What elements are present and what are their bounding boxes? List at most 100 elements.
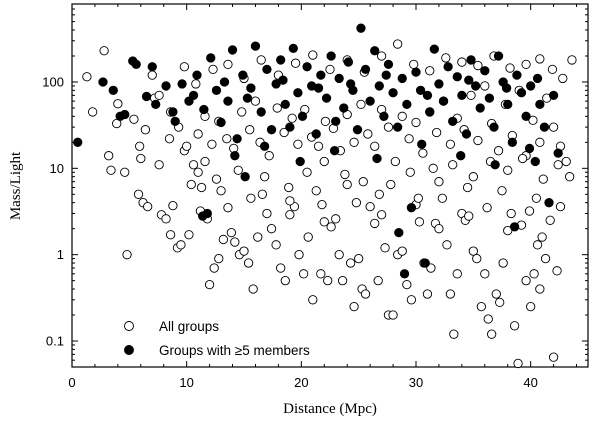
data-point-all-groups bbox=[256, 55, 266, 65]
data-point-all-groups bbox=[351, 198, 362, 208]
data-point-all-groups bbox=[434, 224, 444, 234]
y-tick-label: 10 bbox=[50, 161, 64, 176]
data-point-groups-5-members bbox=[406, 203, 417, 213]
legend-marker-groups-5 bbox=[124, 345, 134, 355]
data-point-all-groups bbox=[445, 139, 456, 149]
data-point-groups-5-members bbox=[360, 64, 371, 75]
data-point-groups-5-members bbox=[535, 99, 545, 110]
data-point-groups-5-members bbox=[429, 44, 439, 54]
data-point-all-groups bbox=[334, 250, 344, 260]
data-point-all-groups bbox=[319, 217, 329, 227]
data-point-groups-5-members bbox=[524, 143, 535, 154]
data-point-groups-5-members bbox=[415, 85, 426, 95]
data-point-all-groups bbox=[290, 58, 301, 68]
data-point-all-groups bbox=[207, 139, 217, 149]
data-point-all-groups bbox=[222, 134, 232, 144]
data-point-all-groups bbox=[140, 125, 151, 135]
data-point-all-groups bbox=[393, 39, 403, 49]
data-point-groups-5-members bbox=[452, 72, 462, 82]
data-point-all-groups bbox=[480, 81, 490, 91]
data-point-all-groups bbox=[349, 137, 359, 147]
data-point-groups-5-members bbox=[334, 73, 344, 84]
data-point-groups-5-members bbox=[539, 122, 550, 132]
data-point-all-groups bbox=[320, 116, 331, 126]
data-point-groups-5-members bbox=[532, 73, 543, 84]
y-axis-title: Mass/Light bbox=[8, 151, 24, 220]
data-point-all-groups bbox=[303, 232, 313, 242]
data-point-all-groups bbox=[179, 62, 190, 72]
data-point-all-groups bbox=[473, 60, 483, 71]
data-point-all-groups bbox=[246, 193, 256, 203]
data-point-all-groups bbox=[164, 134, 175, 144]
data-point-groups-5-members bbox=[484, 93, 495, 103]
data-point-all-groups bbox=[237, 107, 247, 117]
data-point-groups-5-members bbox=[170, 116, 180, 126]
data-point-all-groups bbox=[311, 186, 321, 196]
data-point-groups-5-members bbox=[448, 116, 458, 126]
data-point-groups-5-members bbox=[512, 70, 522, 80]
data-point-all-groups bbox=[552, 266, 562, 276]
data-point-groups-5-members bbox=[242, 93, 253, 103]
data-point-groups-5-members bbox=[339, 103, 349, 113]
data-point-all-groups bbox=[386, 179, 396, 190]
data-point-groups-5-members bbox=[285, 122, 295, 132]
data-point-all-groups bbox=[548, 122, 559, 132]
data-point-groups-5-members bbox=[288, 43, 298, 54]
data-point-groups-5-members bbox=[131, 59, 141, 70]
data-point-groups-5-members bbox=[188, 90, 199, 101]
data-point-groups-5-members bbox=[393, 122, 403, 132]
data-point-all-groups bbox=[565, 172, 575, 182]
data-point-all-groups bbox=[323, 276, 333, 286]
x-tick-label: 30 bbox=[409, 375, 423, 390]
data-point-all-groups bbox=[370, 141, 380, 151]
data-point-groups-5-members bbox=[230, 151, 240, 161]
data-point-all-groups bbox=[521, 276, 531, 286]
data-point-all-groups bbox=[495, 297, 505, 308]
data-point-groups-5-members bbox=[379, 111, 389, 121]
data-point-all-groups bbox=[509, 321, 520, 331]
data-point-groups-5-members bbox=[457, 90, 467, 101]
data-point-all-groups bbox=[239, 246, 249, 256]
data-point-groups-5-members bbox=[246, 83, 256, 93]
data-point-all-groups bbox=[193, 129, 203, 139]
data-point-all-groups bbox=[426, 263, 436, 273]
data-point-all-groups bbox=[122, 250, 132, 260]
data-point-all-groups bbox=[397, 246, 407, 256]
data-point-groups-5-members bbox=[456, 151, 466, 161]
data-point-all-groups bbox=[360, 289, 371, 299]
data-point-all-groups bbox=[561, 156, 571, 167]
data-point-all-groups bbox=[214, 253, 224, 264]
data-point-all-groups bbox=[537, 232, 547, 242]
data-point-groups-5-members bbox=[326, 51, 336, 61]
data-point-all-groups bbox=[106, 165, 116, 175]
data-point-groups-5-members bbox=[278, 75, 288, 85]
data-point-groups-5-members bbox=[365, 96, 375, 106]
data-point-groups-5-members bbox=[417, 139, 427, 149]
data-point-groups-5-members bbox=[399, 269, 410, 279]
data-point-groups-5-members bbox=[192, 70, 202, 80]
data-point-groups-5-members bbox=[262, 64, 272, 75]
data-point-all-groups bbox=[462, 182, 473, 193]
data-point-groups-5-members bbox=[356, 23, 366, 33]
plot-frame bbox=[71, 3, 589, 368]
data-point-all-groups bbox=[422, 289, 433, 299]
data-point-all-groups bbox=[325, 64, 335, 75]
data-point-all-groups bbox=[248, 284, 258, 294]
data-point-all-groups bbox=[302, 167, 312, 177]
data-point-all-groups bbox=[230, 237, 240, 247]
data-point-all-groups bbox=[135, 141, 145, 151]
data-point-all-groups bbox=[376, 210, 387, 220]
data-point-all-groups bbox=[414, 217, 425, 227]
data-point-all-groups bbox=[476, 301, 487, 312]
data-point-all-groups bbox=[437, 193, 448, 203]
data-point-all-groups bbox=[483, 314, 493, 324]
data-point-groups-5-members bbox=[206, 53, 216, 63]
data-point-groups-5-members bbox=[345, 79, 356, 89]
data-point-groups-5-members bbox=[470, 81, 481, 91]
data-point-groups-5-members bbox=[394, 227, 404, 238]
data-point-groups-5-members bbox=[331, 116, 341, 126]
data-point-all-groups bbox=[154, 160, 164, 170]
data-point-all-groups bbox=[250, 96, 261, 106]
data-point-all-groups bbox=[253, 232, 263, 242]
